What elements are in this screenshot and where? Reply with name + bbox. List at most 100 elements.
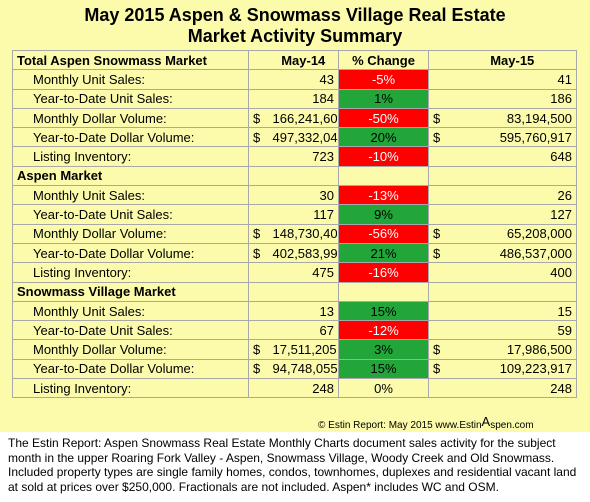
table-row: Monthly Dollar Volume: $17,511,205 3% $17,9…: [12, 339, 577, 360]
may-14-currency: $: [248, 358, 269, 380]
may-14-currency: [248, 262, 269, 283]
pct-change-cell: 1%: [338, 88, 429, 109]
may-15-currency: [428, 262, 449, 283]
may-15-currency: [428, 204, 449, 225]
may-15-value: 186: [448, 88, 577, 109]
table-row: Monthly Unit Sales: 43 -5% 41: [12, 69, 577, 90]
may-14-value: 497,332,047: [268, 127, 339, 148]
metric-label: Year-to-Date Unit Sales:: [12, 204, 249, 225]
metric-label: Year-to-Date Unit Sales:: [12, 320, 249, 341]
may-15-value: 17,986,500: [448, 339, 577, 360]
pct-change-cell: -5%: [338, 69, 429, 90]
may-14-currency: $: [248, 223, 269, 244]
may-14-value: 184: [268, 88, 339, 109]
pct-change-cell: -56%: [338, 223, 429, 244]
table-row: Monthly Dollar Volume: $166,241,605 -50% $8…: [12, 107, 577, 129]
may-15-currency: $: [428, 242, 449, 264]
table-row: Year-to-Date Unit Sales: 67 -12% 59: [12, 320, 577, 341]
metric-label: Year-to-Date Dollar Volume:: [12, 127, 249, 148]
table-row: Year-to-Date Unit Sales: 184 1% 186: [12, 88, 577, 109]
metric-label: Listing Inventory:: [12, 378, 249, 399]
may-14-value: 94,748,055: [268, 358, 339, 380]
section-title: Snowmass Village Market: [12, 281, 249, 302]
copyright-prefix: © Estin Report: May 2015 www.Estin: [318, 420, 482, 431]
header-may-14: May-14: [268, 49, 339, 71]
metric-label: Listing Inventory:: [12, 146, 249, 167]
metric-label: Monthly Dollar Volume:: [12, 107, 249, 129]
metric-label: Listing Inventory:: [12, 262, 249, 283]
pct-change-cell: 21%: [338, 242, 429, 264]
may-15-value: 26: [448, 185, 577, 206]
pct-change-cell: 9%: [338, 204, 429, 225]
may-15-value: 83,194,500: [448, 107, 577, 129]
header-label: Total Aspen Snowmass Market: [12, 49, 249, 71]
may-14-value: 148,730,400: [268, 223, 339, 244]
may-15-value: 400: [448, 262, 577, 283]
pct-change-cell: -12%: [338, 320, 429, 341]
may-14-currency: [248, 69, 269, 90]
section-title: Aspen Market: [12, 165, 249, 187]
metric-label: Monthly Unit Sales:: [12, 69, 249, 90]
may-15-currency: $: [428, 358, 449, 380]
pct-change-cell: -16%: [338, 262, 429, 283]
section-header-row: Aspen Market: [12, 165, 577, 187]
table-row: Year-to-Date Dollar Volume: $94,748,055 15…: [12, 358, 577, 380]
may-15-value: 65,208,000: [448, 223, 577, 244]
table-row: Listing Inventory: 723 -10% 648: [12, 146, 577, 167]
may-14-value: 402,583,992: [268, 242, 339, 264]
may-15-value: 59: [448, 320, 577, 341]
may-14-currency: [248, 204, 269, 225]
may-14-value: 17,511,205: [268, 339, 339, 360]
may-15-currency: [428, 378, 449, 399]
title-line-1: May 2015 Aspen & Snowmass Village Real E…: [84, 5, 506, 25]
copyright-logo-letter: A: [481, 414, 491, 429]
may-14-currency: [248, 378, 269, 399]
table-row: Monthly Dollar Volume: $148,730,400 -56% $6…: [12, 223, 577, 244]
pct-change-cell: 15%: [338, 358, 429, 380]
may-14-currency: [248, 88, 269, 109]
section-header-row: Snowmass Village Market: [12, 281, 577, 302]
may-14-value: 248: [268, 378, 339, 399]
may-15-currency: $: [428, 107, 449, 129]
table-row: Monthly Unit Sales: 13 15% 15: [12, 300, 577, 322]
header-pct-change: % Change: [338, 49, 429, 71]
may-14-value: 723: [268, 146, 339, 167]
may-14-value: 475: [268, 262, 339, 283]
may-15-value: 248: [448, 378, 577, 399]
may-14-currency: $: [248, 127, 269, 148]
title-line-2: Market Activity Summary: [187, 26, 403, 46]
may-14-value: 30: [268, 185, 339, 206]
market-activity-table: Total Aspen Snowmass Market May-14 % Cha…: [12, 49, 577, 399]
table-row: Listing Inventory: 475 -16% 400: [12, 262, 577, 283]
table-row: Listing Inventory: 248 0% 248: [12, 378, 577, 399]
may-15-currency: [428, 300, 449, 322]
may-14-value: 67: [268, 320, 339, 341]
table-row: Year-to-Date Unit Sales: 117 9% 127: [12, 204, 577, 225]
metric-label: Monthly Dollar Volume:: [12, 339, 249, 360]
pct-change-cell: -50%: [338, 107, 429, 129]
metric-label: Year-to-Date Dollar Volume:: [12, 242, 249, 264]
may-15-value: 41: [448, 69, 577, 90]
table-row: Monthly Unit Sales: 30 -13% 26: [12, 185, 577, 206]
may-14-value: 13: [268, 300, 339, 322]
may-14-currency: $: [248, 242, 269, 264]
metric-label: Year-to-Date Unit Sales:: [12, 88, 249, 109]
may-15-value: 486,537,000: [448, 242, 577, 264]
pct-change-cell: 0%: [338, 378, 429, 399]
may-15-currency: $: [428, 223, 449, 244]
may-15-currency: $: [428, 127, 449, 148]
copyright-suffix: spen.com: [490, 420, 534, 431]
pct-change-cell: -13%: [338, 185, 429, 206]
may-15-currency: $: [428, 339, 449, 360]
metric-label: Monthly Unit Sales:: [12, 185, 249, 206]
may-14-value: 117: [268, 204, 339, 225]
may-14-value: 43: [268, 69, 339, 90]
metric-label: Monthly Unit Sales:: [12, 300, 249, 322]
may-14-value: 166,241,605: [268, 107, 339, 129]
may-14-currency: [248, 146, 269, 167]
may-15-currency: [428, 320, 449, 341]
pct-change-cell: 20%: [338, 127, 429, 148]
pct-change-cell: 3%: [338, 339, 429, 360]
metric-label: Year-to-Date Dollar Volume:: [12, 358, 249, 380]
may-14-currency: $: [248, 107, 269, 129]
